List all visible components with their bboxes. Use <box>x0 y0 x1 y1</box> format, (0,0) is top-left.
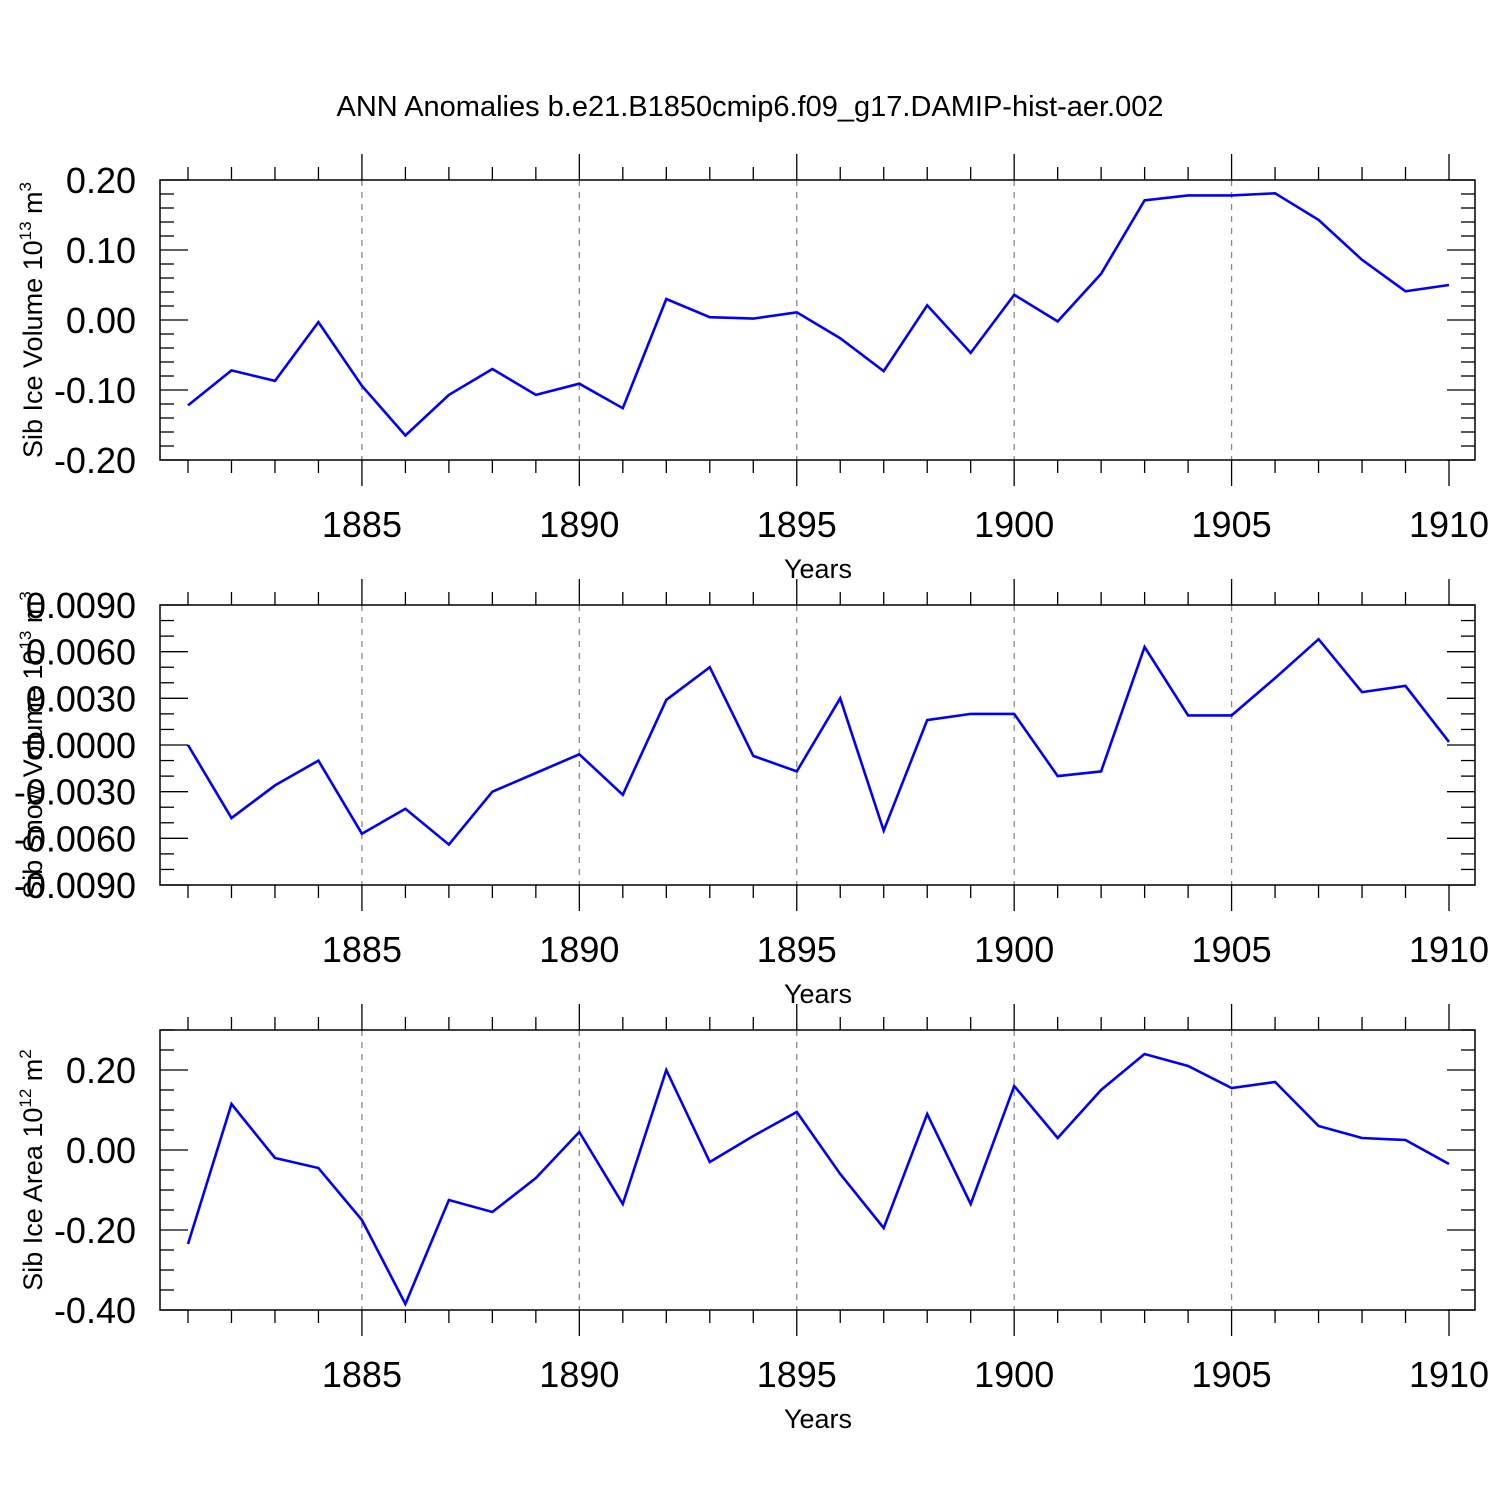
y-axis-title-unit-exponent: 3 <box>16 182 35 191</box>
x-tick-label: 1900 <box>974 1354 1054 1395</box>
chart-title: ANN Anomalies b.e21.B1850cmip6.f09_g17.D… <box>337 91 1164 123</box>
y-axis-title: Sib Ice Area 1012 m2 <box>16 1049 48 1291</box>
y-tick-label: 0.00 <box>66 300 136 341</box>
y-tick-label: -0.20 <box>54 1210 136 1251</box>
panel-sib-ice-area: -0.40 -0.20 0.00 0.20 1885 1890 1895 1900 1905 19… <box>16 1004 1489 1434</box>
y-tick-label: 0.0000 <box>26 725 136 766</box>
series-line-sib-snow-volume <box>186 637 1451 847</box>
y-tick-label: -0.40 <box>54 1290 136 1331</box>
y-axis-title-main: Sib Ice Area 10 <box>18 1108 48 1291</box>
x-tick-label: 1905 <box>1192 504 1272 545</box>
panel-sib-snow-volume: -0.0090 -0.0060 -0.0030 0.0000 0.0030 0.0060 0… <box>14 579 1489 1009</box>
y-axis-title: Sib Ice Volume 1013 m3 <box>16 182 48 458</box>
x-tick-label: 1900 <box>974 929 1054 970</box>
x-tick-label: 1895 <box>757 1354 837 1395</box>
x-axis-title: Years <box>784 1404 852 1434</box>
plot-frame <box>159 604 1476 886</box>
plot-frame <box>159 179 1476 461</box>
y-axis-title-main: Sib Snow Volume 10 <box>18 650 48 899</box>
y-tick-label: -0.0030 <box>14 772 136 813</box>
x-tick-label: 1905 <box>1192 1354 1272 1395</box>
y-tick-label: -0.0090 <box>14 865 136 906</box>
y-axis-title-exponent: 13 <box>16 631 35 650</box>
x-tick-label: 1885 <box>322 1354 402 1395</box>
x-tick-label: 1895 <box>757 504 837 545</box>
panel-sib-ice-volume: -0.20 -0.10 0.00 0.10 0.20 1885 1890 1895 1900 19… <box>16 154 1489 584</box>
x-tick-label: 1895 <box>757 929 837 970</box>
y-tick-label: 0.20 <box>66 1050 136 1091</box>
x-axis-title: Years <box>784 554 852 584</box>
x-tick-label: 1905 <box>1192 929 1272 970</box>
y-tick-label: 0.0090 <box>26 585 136 626</box>
y-tick-label: -0.10 <box>54 370 136 411</box>
x-tick-label: 1890 <box>539 929 619 970</box>
series-line-sib-ice-area <box>186 1052 1450 1308</box>
y-axis-title-unit: m <box>18 1059 48 1089</box>
y-axis-title-unit-exponent: 2 <box>16 1049 35 1058</box>
x-tick-label: 1900 <box>974 504 1054 545</box>
y-tick-label: 0.0060 <box>26 632 136 673</box>
x-axis-title: Years <box>784 979 852 1009</box>
y-tick-label: 0.0030 <box>26 678 136 719</box>
x-tick-label: 1910 <box>1409 929 1489 970</box>
y-axis-title-unit: m <box>18 601 48 631</box>
x-tick-label: 1910 <box>1409 1354 1489 1395</box>
y-tick-label: 0.10 <box>66 230 136 271</box>
y-axis-title-main: Sib Ice Volume 10 <box>18 240 48 458</box>
plot-frame <box>159 1029 1476 1311</box>
y-axis-title-exponent: 13 <box>16 221 35 240</box>
x-tick-label: 1910 <box>1409 504 1489 545</box>
x-tick-label: 1885 <box>322 929 402 970</box>
x-tick-label: 1890 <box>539 1354 619 1395</box>
y-tick-label: 0.20 <box>66 160 136 201</box>
y-axis-title-exponent: 12 <box>16 1089 35 1108</box>
y-axis-title-unit-exponent: 3 <box>16 591 35 600</box>
x-tick-label: 1885 <box>322 504 402 545</box>
y-tick-label: 0.00 <box>66 1130 136 1171</box>
series-line-sib-ice-volume <box>187 191 1450 438</box>
y-axis-title-unit: m <box>18 191 48 221</box>
y-tick-label: -0.20 <box>54 440 136 481</box>
x-tick-label: 1890 <box>539 504 619 545</box>
y-axis-title: Sib Snow Volume 1013 m3 <box>16 591 48 899</box>
y-tick-label: -0.0060 <box>14 818 136 859</box>
